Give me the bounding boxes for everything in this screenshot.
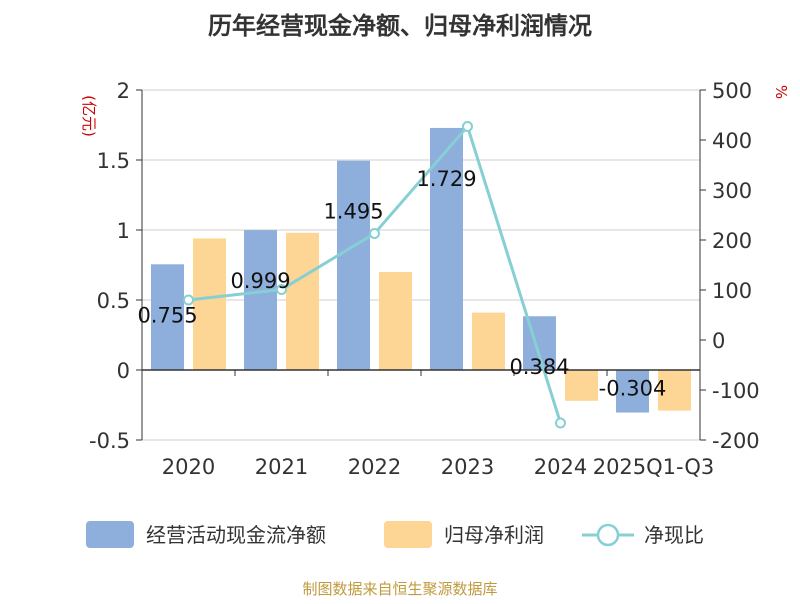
x-axis-ticks: 2020 2021 2022 2023 2024 2025Q1-Q3 <box>162 455 715 479</box>
bar-netprofit[interactable] <box>565 370 598 401</box>
legend-label-ratio: 净现比 <box>644 523 704 547</box>
y-right-tick-label: 100 <box>712 279 752 303</box>
ratio-point[interactable] <box>462 121 473 132</box>
bar-netprofit[interactable] <box>472 312 505 370</box>
legend-label-netprofit: 归母净利润 <box>444 523 544 547</box>
cashflow-data-label: 0.384 <box>509 355 569 379</box>
footer-source: 制图数据来自恒生聚源数据库 <box>302 580 497 598</box>
x-tick-label: 2021 <box>255 455 308 479</box>
y-right-tick-label: -200 <box>712 429 760 453</box>
y-right-ticks: -200 -100 0 100 200 300 400 500 <box>700 79 760 453</box>
y-right-tick-label: 500 <box>712 79 752 103</box>
bar-cashflow[interactable] <box>151 264 184 370</box>
x-tick-label: 2023 <box>441 455 494 479</box>
bar-netprofit[interactable] <box>193 238 226 370</box>
bar-cashflow[interactable] <box>430 127 463 370</box>
x-tick-label: 2024 <box>534 455 587 479</box>
bar-netprofit[interactable] <box>658 370 691 411</box>
legend-item-ratio[interactable]: 净现比 <box>582 523 704 547</box>
bars-group <box>151 127 691 413</box>
legend-marker-ratio <box>596 523 620 547</box>
y-left-ticks: -0.5 0 0.5 1 1.5 2 <box>89 79 142 453</box>
bar-cashflow[interactable] <box>244 230 277 370</box>
ratio-point[interactable] <box>555 417 566 429</box>
bar-netprofit[interactable] <box>286 232 319 370</box>
bar-cashflow[interactable] <box>616 370 649 413</box>
ratio-line-group <box>183 121 566 429</box>
y-left-tick-label: 1 <box>117 219 130 243</box>
data-labels-group: 0.755 0.999 1.495 1.729 0.384 -0.304 <box>137 167 666 401</box>
y-left-tick-label: 0 <box>117 359 130 383</box>
x-tick-label: 2022 <box>348 455 401 479</box>
bar-cashflow[interactable] <box>337 160 370 370</box>
bar-netprofit[interactable] <box>379 272 412 370</box>
cashflow-data-label: 0.755 <box>137 303 197 327</box>
y-right-tick-label: 400 <box>712 129 752 153</box>
cashflow-data-label: 1.729 <box>416 167 476 191</box>
axes-group <box>141 90 701 440</box>
y-right-tick-label: 200 <box>712 229 752 253</box>
x-tick-label: 2025Q1-Q3 <box>593 455 715 479</box>
legend-swatch-cashflow <box>86 521 134 548</box>
ratio-point[interactable] <box>276 284 287 295</box>
legend: 经营活动现金流净额 归母净利润 净现比 <box>86 521 704 548</box>
x-tick-label: 2020 <box>162 455 215 479</box>
chart-title: 历年经营现金净额、归母净利润情况 <box>208 12 592 40</box>
y-left-tick-label: 1.5 <box>97 149 130 173</box>
ratio-point[interactable] <box>183 294 194 306</box>
left-axis-unit: (亿元) <box>80 95 98 137</box>
y-right-tick-label: -100 <box>712 379 760 403</box>
ratio-point[interactable] <box>369 228 380 239</box>
legend-item-cashflow[interactable]: 经营活动现金流净额 <box>86 521 326 548</box>
cashflow-data-label: 0.999 <box>230 269 290 293</box>
right-axis-unit: % <box>772 85 790 99</box>
cashflow-data-label: 1.495 <box>323 200 383 224</box>
y-left-tick-label: 0.5 <box>97 289 130 313</box>
y-left-tick-label: -0.5 <box>89 429 130 453</box>
y-right-tick-label: 300 <box>712 179 752 203</box>
cashflow-data-label: -0.304 <box>599 377 667 401</box>
y-right-tick-label: 0 <box>712 329 725 353</box>
y-left-tick-label: 2 <box>117 79 130 103</box>
legend-label-cashflow: 经营活动现金流净额 <box>146 523 326 547</box>
legend-item-netprofit[interactable]: 归母净利润 <box>384 521 544 548</box>
legend-swatch-netprofit <box>384 521 432 548</box>
